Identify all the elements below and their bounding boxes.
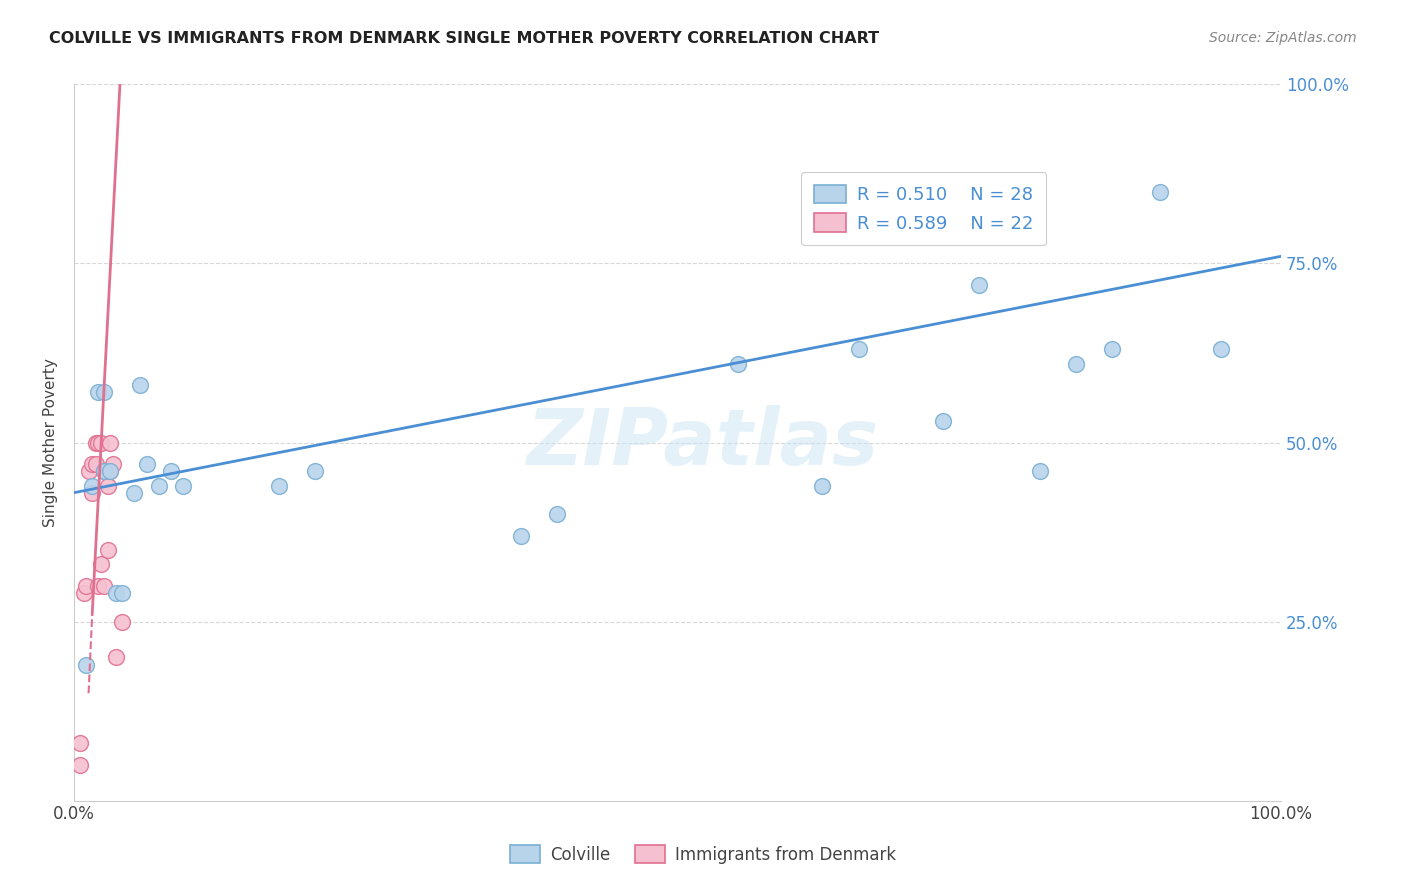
Point bbox=[1028, 464, 1050, 478]
Point bbox=[148, 478, 170, 492]
Point bbox=[84, 457, 107, 471]
Point bbox=[93, 464, 115, 478]
Point bbox=[1064, 357, 1087, 371]
Point bbox=[304, 464, 326, 478]
Legend: Colville, Immigrants from Denmark: Colville, Immigrants from Denmark bbox=[503, 838, 903, 871]
Point bbox=[82, 457, 104, 471]
Point bbox=[111, 586, 134, 600]
Legend: R = 0.510    N = 28, R = 0.589    N = 22: R = 0.510 N = 28, R = 0.589 N = 22 bbox=[801, 172, 1046, 245]
Point bbox=[69, 757, 91, 772]
Point bbox=[69, 736, 91, 750]
Text: COLVILLE VS IMMIGRANTS FROM DENMARK SINGLE MOTHER POVERTY CORRELATION CHART: COLVILLE VS IMMIGRANTS FROM DENMARK SING… bbox=[49, 31, 879, 46]
Point bbox=[93, 464, 115, 478]
Point bbox=[82, 478, 104, 492]
Point bbox=[932, 414, 955, 428]
Point bbox=[1209, 343, 1232, 357]
Point bbox=[967, 277, 990, 292]
Point bbox=[90, 558, 112, 572]
Point bbox=[124, 485, 146, 500]
Point bbox=[93, 579, 115, 593]
Point bbox=[82, 485, 104, 500]
Point bbox=[98, 464, 121, 478]
Point bbox=[811, 478, 834, 492]
Text: ZIPatlas: ZIPatlas bbox=[526, 405, 877, 481]
Point bbox=[97, 478, 120, 492]
Point bbox=[509, 528, 531, 542]
Y-axis label: Single Mother Poverty: Single Mother Poverty bbox=[44, 358, 58, 527]
Point bbox=[98, 435, 121, 450]
Point bbox=[87, 435, 110, 450]
Point bbox=[172, 478, 194, 492]
Point bbox=[73, 586, 96, 600]
Point bbox=[87, 579, 110, 593]
Point bbox=[105, 650, 128, 665]
Point bbox=[135, 457, 157, 471]
Point bbox=[129, 378, 152, 392]
Point bbox=[111, 615, 134, 629]
Point bbox=[93, 385, 115, 400]
Point bbox=[97, 543, 120, 558]
Point bbox=[727, 357, 749, 371]
Point bbox=[1101, 343, 1123, 357]
Point bbox=[269, 478, 291, 492]
Point bbox=[90, 435, 112, 450]
Point bbox=[546, 507, 568, 521]
Point bbox=[1149, 185, 1171, 199]
Point bbox=[75, 657, 97, 672]
Point bbox=[98, 464, 121, 478]
Text: Source: ZipAtlas.com: Source: ZipAtlas.com bbox=[1209, 31, 1357, 45]
Point bbox=[77, 464, 100, 478]
Point bbox=[101, 457, 124, 471]
Point bbox=[84, 435, 107, 450]
Point bbox=[87, 385, 110, 400]
Point bbox=[75, 579, 97, 593]
Point bbox=[848, 343, 870, 357]
Point bbox=[105, 586, 128, 600]
Point bbox=[159, 464, 181, 478]
